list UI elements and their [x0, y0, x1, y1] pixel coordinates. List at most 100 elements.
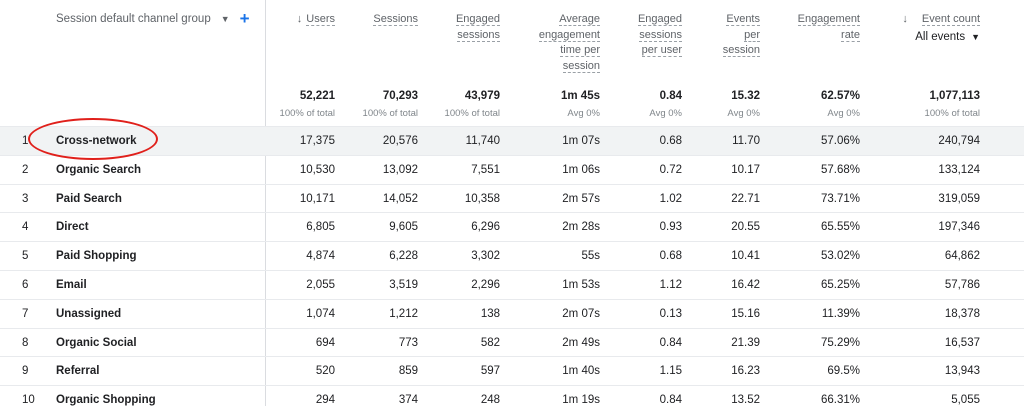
column-header-engaged_sessions[interactable]: Engaged sessions [455, 12, 500, 43]
column-header-events_per_session[interactable]: Events per session [722, 12, 760, 59]
column-header-event_count[interactable]: ↓ Event count All events ▼ [902, 12, 980, 45]
cell-users: 4,874 [306, 250, 335, 263]
cell-avg_engagement_time: 2m 28s [562, 221, 600, 234]
sort-arrow-icon[interactable]: ↓ [902, 13, 908, 25]
dimension-header-label: Session default channel group [56, 13, 211, 25]
channel-name: Unassigned [56, 307, 122, 320]
row-index: 2 [22, 163, 29, 176]
total-subtext: 100% of total [444, 108, 500, 119]
cell-engagement_rate: 75.29% [820, 336, 860, 349]
cell-events_per_session: 11.70 [732, 135, 760, 147]
column-header-engagement_rate[interactable]: Engagement rate [797, 12, 860, 43]
channel-name: Paid Shopping [56, 250, 137, 263]
add-dimension-icon[interactable]: + [239, 9, 250, 28]
cell-users: 694 [315, 336, 335, 349]
column-header-engaged_per_user[interactable]: Engaged sessions per user [637, 12, 682, 59]
cell-engaged_per_user: 1.12 [659, 279, 682, 291]
cell-sessions: 859 [398, 365, 418, 378]
cell-engaged_per_user: 0.68 [659, 250, 682, 263]
cell-engaged_sessions: 6,296 [471, 221, 500, 234]
cell-engagement_rate: 11.39% [821, 307, 860, 320]
column-header-users[interactable]: ↓ Users [297, 12, 335, 28]
cell-engagement_rate: 65.25% [820, 279, 860, 291]
total-subtext: Avg 0% [649, 108, 682, 119]
column-header-label: rate [841, 28, 860, 42]
cell-users: 520 [315, 365, 335, 378]
cell-users: 10,530 [299, 163, 335, 176]
cell-event_count: 5,055 [951, 394, 980, 407]
cell-engaged_sessions: 10,358 [464, 192, 500, 205]
table-row[interactable]: 9 Referral 520 859 597 1m 40s 1.15 16.23 69.5% 13… [0, 356, 1024, 386]
column-header-label: Events [726, 13, 760, 26]
row-index: 9 [22, 365, 29, 378]
channel-name: Organic Search [56, 163, 142, 176]
cell-engaged_sessions: 2,296 [471, 279, 500, 291]
cell-events_per_session: 20.55 [731, 221, 760, 234]
table-row[interactable]: 3 Paid Search 10,171 14,052 10,358 2m 57s 1.02… [0, 183, 1024, 214]
cell-events_per_session: 10.41 [731, 250, 760, 263]
cell-avg_engagement_time: 2m 49s [562, 336, 600, 349]
cell-engagement_rate: 73.71% [820, 192, 860, 205]
table-row[interactable]: 4 Direct 6,805 9,605 6,296 2m 28s 0.93 20.55 65.… [0, 212, 1024, 242]
column-total-engaged_sessions: 43,979 100% of total [445, 90, 500, 119]
column-header-label: sessions [639, 28, 682, 42]
row-index: 7 [22, 307, 29, 320]
cell-event_count: 13,943 [944, 365, 980, 378]
channel-name: Email [56, 279, 87, 291]
cell-avg_engagement_time: 1m 40s [562, 365, 600, 378]
table-row[interactable]: 7 Unassigned 1,074 1,212 138 2m 07s 0.13 15.16 1… [0, 298, 1024, 329]
highlight-annotation-circle [28, 118, 158, 160]
cell-engaged_sessions: 597 [480, 365, 500, 378]
event-filter-dropdown[interactable]: All events ▼ [902, 30, 980, 46]
cell-sessions: 9,605 [389, 221, 418, 234]
cell-avg_engagement_time: 2m 57s [562, 192, 600, 205]
cell-event_count: 133,124 [938, 163, 980, 176]
cell-sessions: 374 [398, 394, 418, 407]
table-row[interactable]: 6 Email 2,055 3,519 2,296 1m 53s 1.12 16.42 65.2… [0, 270, 1024, 300]
column-total-sessions: 70,293 100% of total [363, 90, 418, 119]
cell-event_count: 64,862 [944, 250, 980, 263]
cell-events_per_session: 13.52 [731, 394, 760, 407]
cell-event_count: 16,537 [944, 336, 980, 349]
row-index: 10 [22, 394, 35, 407]
cell-engagement_rate: 57.06% [820, 135, 860, 147]
table-row[interactable]: 8 Organic Social 694 773 582 2m 49s 0.84 21.39 7… [0, 327, 1024, 358]
row-index: 4 [22, 221, 29, 234]
column-total-event_count: 1,077,113 100% of total [925, 90, 980, 119]
row-index: 5 [22, 250, 29, 263]
cell-engaged_sessions: 582 [480, 336, 500, 349]
cell-engaged_per_user: 0.72 [659, 163, 682, 176]
table-row[interactable]: 10 Organic Shopping 294 374 248 1m 19s 0.84 13.… [0, 385, 1024, 415]
cell-users: 294 [315, 394, 335, 407]
table-row[interactable]: 5 Paid Shopping 4,874 6,228 3,302 55s 0.68 10.4… [0, 241, 1024, 271]
column-header-sessions[interactable]: Sessions [373, 12, 418, 28]
column-header-label: engagement [538, 28, 600, 42]
report-table: Session default channel group ▼ + ↓ Users… [0, 0, 1024, 406]
caret-down-icon[interactable]: ▼ [971, 31, 980, 42]
sort-arrow-icon[interactable]: ↓ [296, 13, 303, 25]
cell-avg_engagement_time: 1m 53s [562, 279, 600, 291]
column-header-label: Engagement [797, 13, 860, 26]
total-value: 70,293 [382, 90, 418, 102]
cell-event_count: 197,346 [938, 221, 980, 234]
column-header-label: Event count [921, 13, 980, 26]
cell-events_per_session: 16.42 [731, 279, 760, 291]
cell-engagement_rate: 53.02% [820, 250, 860, 263]
column-header-label: session [562, 59, 600, 73]
cell-event_count: 319,059 [938, 192, 980, 205]
total-value: 43,979 [464, 90, 500, 102]
table-row[interactable]: 2 Organic Search 10,530 13,092 7,551 1m 06s 0.… [0, 154, 1024, 185]
cell-engaged_sessions: 11,740 [465, 135, 500, 147]
caret-down-icon[interactable]: ▼ [220, 14, 230, 24]
cell-engaged_per_user: 0.68 [659, 135, 682, 147]
column-header-label: per user [641, 44, 682, 57]
cell-sessions: 20,576 [382, 135, 418, 147]
cell-event_count: 18,378 [944, 307, 980, 320]
total-subtext: Avg 0% [567, 108, 600, 119]
channel-name: Organic Shopping [56, 394, 156, 407]
total-value: 62.57% [820, 90, 860, 102]
cell-sessions: 3,519 [389, 279, 418, 291]
column-header-avg_engagement_time[interactable]: Average engagement time per session [538, 12, 600, 74]
dimension-selector[interactable]: Session default channel group ▼ + [56, 9, 250, 28]
cell-sessions: 13,092 [382, 163, 418, 176]
